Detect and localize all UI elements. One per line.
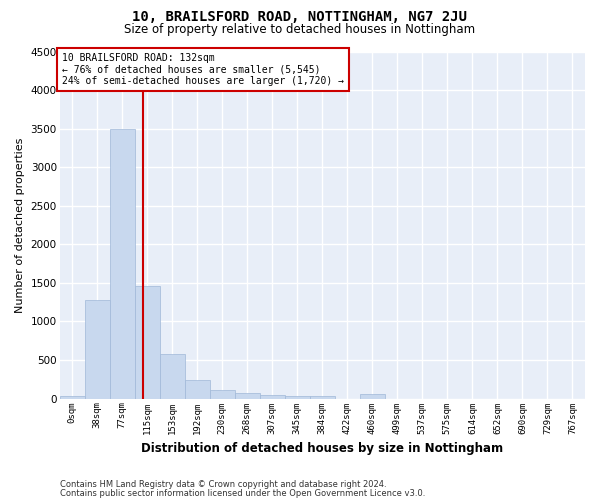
Bar xyxy=(85,300,110,398)
X-axis label: Distribution of detached houses by size in Nottingham: Distribution of detached houses by size … xyxy=(141,442,503,455)
Text: Size of property relative to detached houses in Nottingham: Size of property relative to detached ho… xyxy=(124,22,476,36)
Bar xyxy=(110,128,134,398)
Bar xyxy=(260,395,285,398)
Bar xyxy=(160,354,185,399)
Y-axis label: Number of detached properties: Number of detached properties xyxy=(15,138,25,313)
Text: 10 BRAILSFORD ROAD: 132sqm
← 76% of detached houses are smaller (5,545)
24% of s: 10 BRAILSFORD ROAD: 132sqm ← 76% of deta… xyxy=(62,53,344,86)
Bar xyxy=(235,393,260,398)
Bar xyxy=(134,286,160,399)
Bar xyxy=(185,380,210,398)
Bar xyxy=(360,394,385,398)
Bar xyxy=(210,390,235,398)
Bar xyxy=(310,396,335,398)
Text: Contains HM Land Registry data © Crown copyright and database right 2024.: Contains HM Land Registry data © Crown c… xyxy=(60,480,386,489)
Text: 10, BRAILSFORD ROAD, NOTTINGHAM, NG7 2JU: 10, BRAILSFORD ROAD, NOTTINGHAM, NG7 2JU xyxy=(133,10,467,24)
Text: Contains public sector information licensed under the Open Government Licence v3: Contains public sector information licen… xyxy=(60,488,425,498)
Bar xyxy=(59,396,85,398)
Bar xyxy=(285,396,310,398)
